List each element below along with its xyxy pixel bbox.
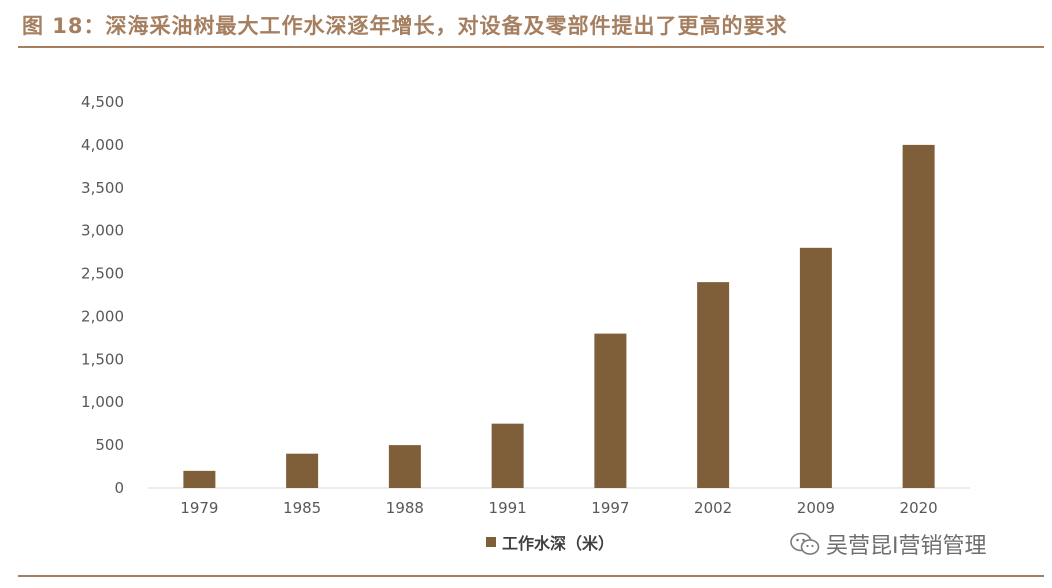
bars [183, 144, 935, 488]
watermark-text: 吴营昆I营销管理 [826, 534, 987, 559]
x-tick-label: 1997 [591, 499, 629, 517]
x-tick-label: 2002 [694, 499, 732, 517]
y-tick-label: 1,000 [81, 393, 124, 411]
y-tick-label: 4,000 [81, 136, 124, 154]
y-tick-label: 3,500 [81, 179, 124, 197]
y-tick-label: 4,500 [81, 93, 124, 111]
bar-1991 [491, 423, 524, 488]
y-tick-label: 2,500 [81, 265, 124, 283]
legend-swatch [486, 537, 496, 547]
watermark: 吴营昆I营销管理 [790, 528, 987, 560]
x-tick-label: 2020 [900, 499, 938, 517]
bar-2009 [799, 247, 832, 488]
y-tick-label: 2,000 [81, 307, 124, 325]
wechat-icon [790, 532, 820, 555]
bar-1979 [183, 470, 216, 488]
y-axis: 0 500 1,000 1,500 2,000 2,500 3,000 3,500 4,000 4… [81, 93, 124, 497]
chart-title: 图 18：深海采油树最大工作水深逐年增长，对设备及零部件提出了更高的要求 [22, 14, 788, 38]
x-tick-label: 1979 [180, 499, 218, 517]
bar-2002 [697, 282, 730, 488]
y-tick-label: 3,000 [81, 222, 124, 240]
legend: 工作水深（米） [486, 530, 614, 554]
legend-label: 工作水深（米） [502, 534, 615, 553]
x-tick-label: 1991 [489, 499, 527, 517]
top-divider [18, 46, 1044, 48]
x-tick-label: 1988 [386, 499, 424, 517]
y-tick-label: 1,500 [81, 350, 124, 368]
bottom-divider [18, 575, 1044, 577]
x-tick-label: 2009 [797, 499, 835, 517]
bar-1997 [594, 333, 627, 488]
bar-2020 [902, 144, 935, 488]
y-tick-label: 0 [114, 479, 124, 497]
bar-1985 [286, 453, 319, 488]
x-tick-label: 1985 [283, 499, 321, 517]
x-axis: 1979 1985 1988 1991 1997 2002 2009 2020 [180, 499, 937, 517]
y-tick-label: 500 [95, 436, 124, 454]
bar-1988 [388, 445, 421, 488]
